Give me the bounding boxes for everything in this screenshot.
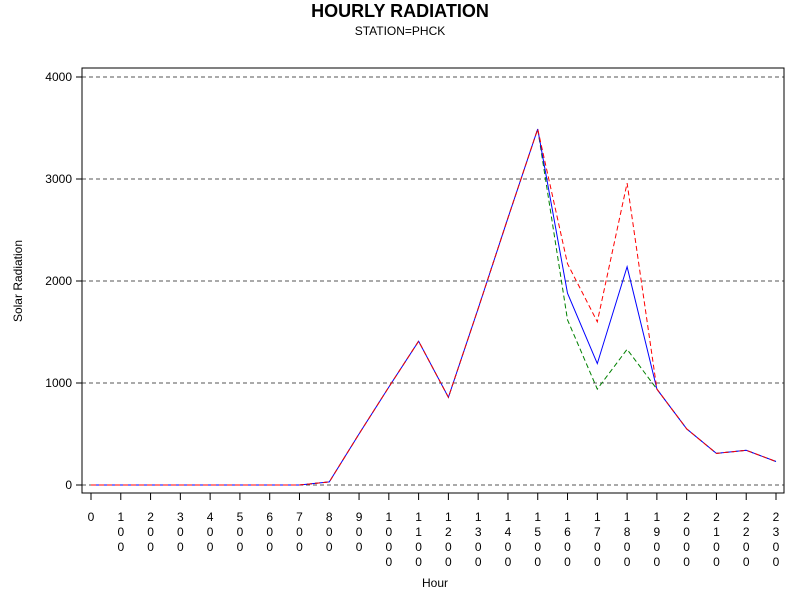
- y-tick-label: 1000: [45, 376, 72, 390]
- gridlines: [82, 76, 784, 486]
- series-line: [91, 127, 777, 486]
- x-axis-label: Hour: [422, 576, 448, 590]
- chart-title: HOURLY RADIATION: [311, 1, 489, 21]
- y-axis-label: Solar Radiation: [11, 240, 25, 322]
- data-series: [91, 127, 777, 486]
- y-tick-label: 3000: [45, 172, 72, 186]
- y-tick-label: 0: [65, 478, 72, 492]
- series-line: [91, 128, 777, 486]
- series-line: [91, 128, 777, 486]
- y-tick-label: 4000: [45, 70, 72, 84]
- x-tick-label: 0: [88, 510, 95, 524]
- x-axis: 0 1 0 0 2 0 0 3 0 0 4 0 0 5 0 0 6 0 0 7 0 0 8 0 0 9 0 0 1 0 0 0 1 1 0 0 1 2 0 0…: [88, 493, 780, 569]
- y-axis: 0 1000 2000 3000 4000: [45, 70, 82, 492]
- y-tick-label: 2000: [45, 274, 72, 288]
- chart-subtitle: STATION=PHCK: [355, 24, 446, 38]
